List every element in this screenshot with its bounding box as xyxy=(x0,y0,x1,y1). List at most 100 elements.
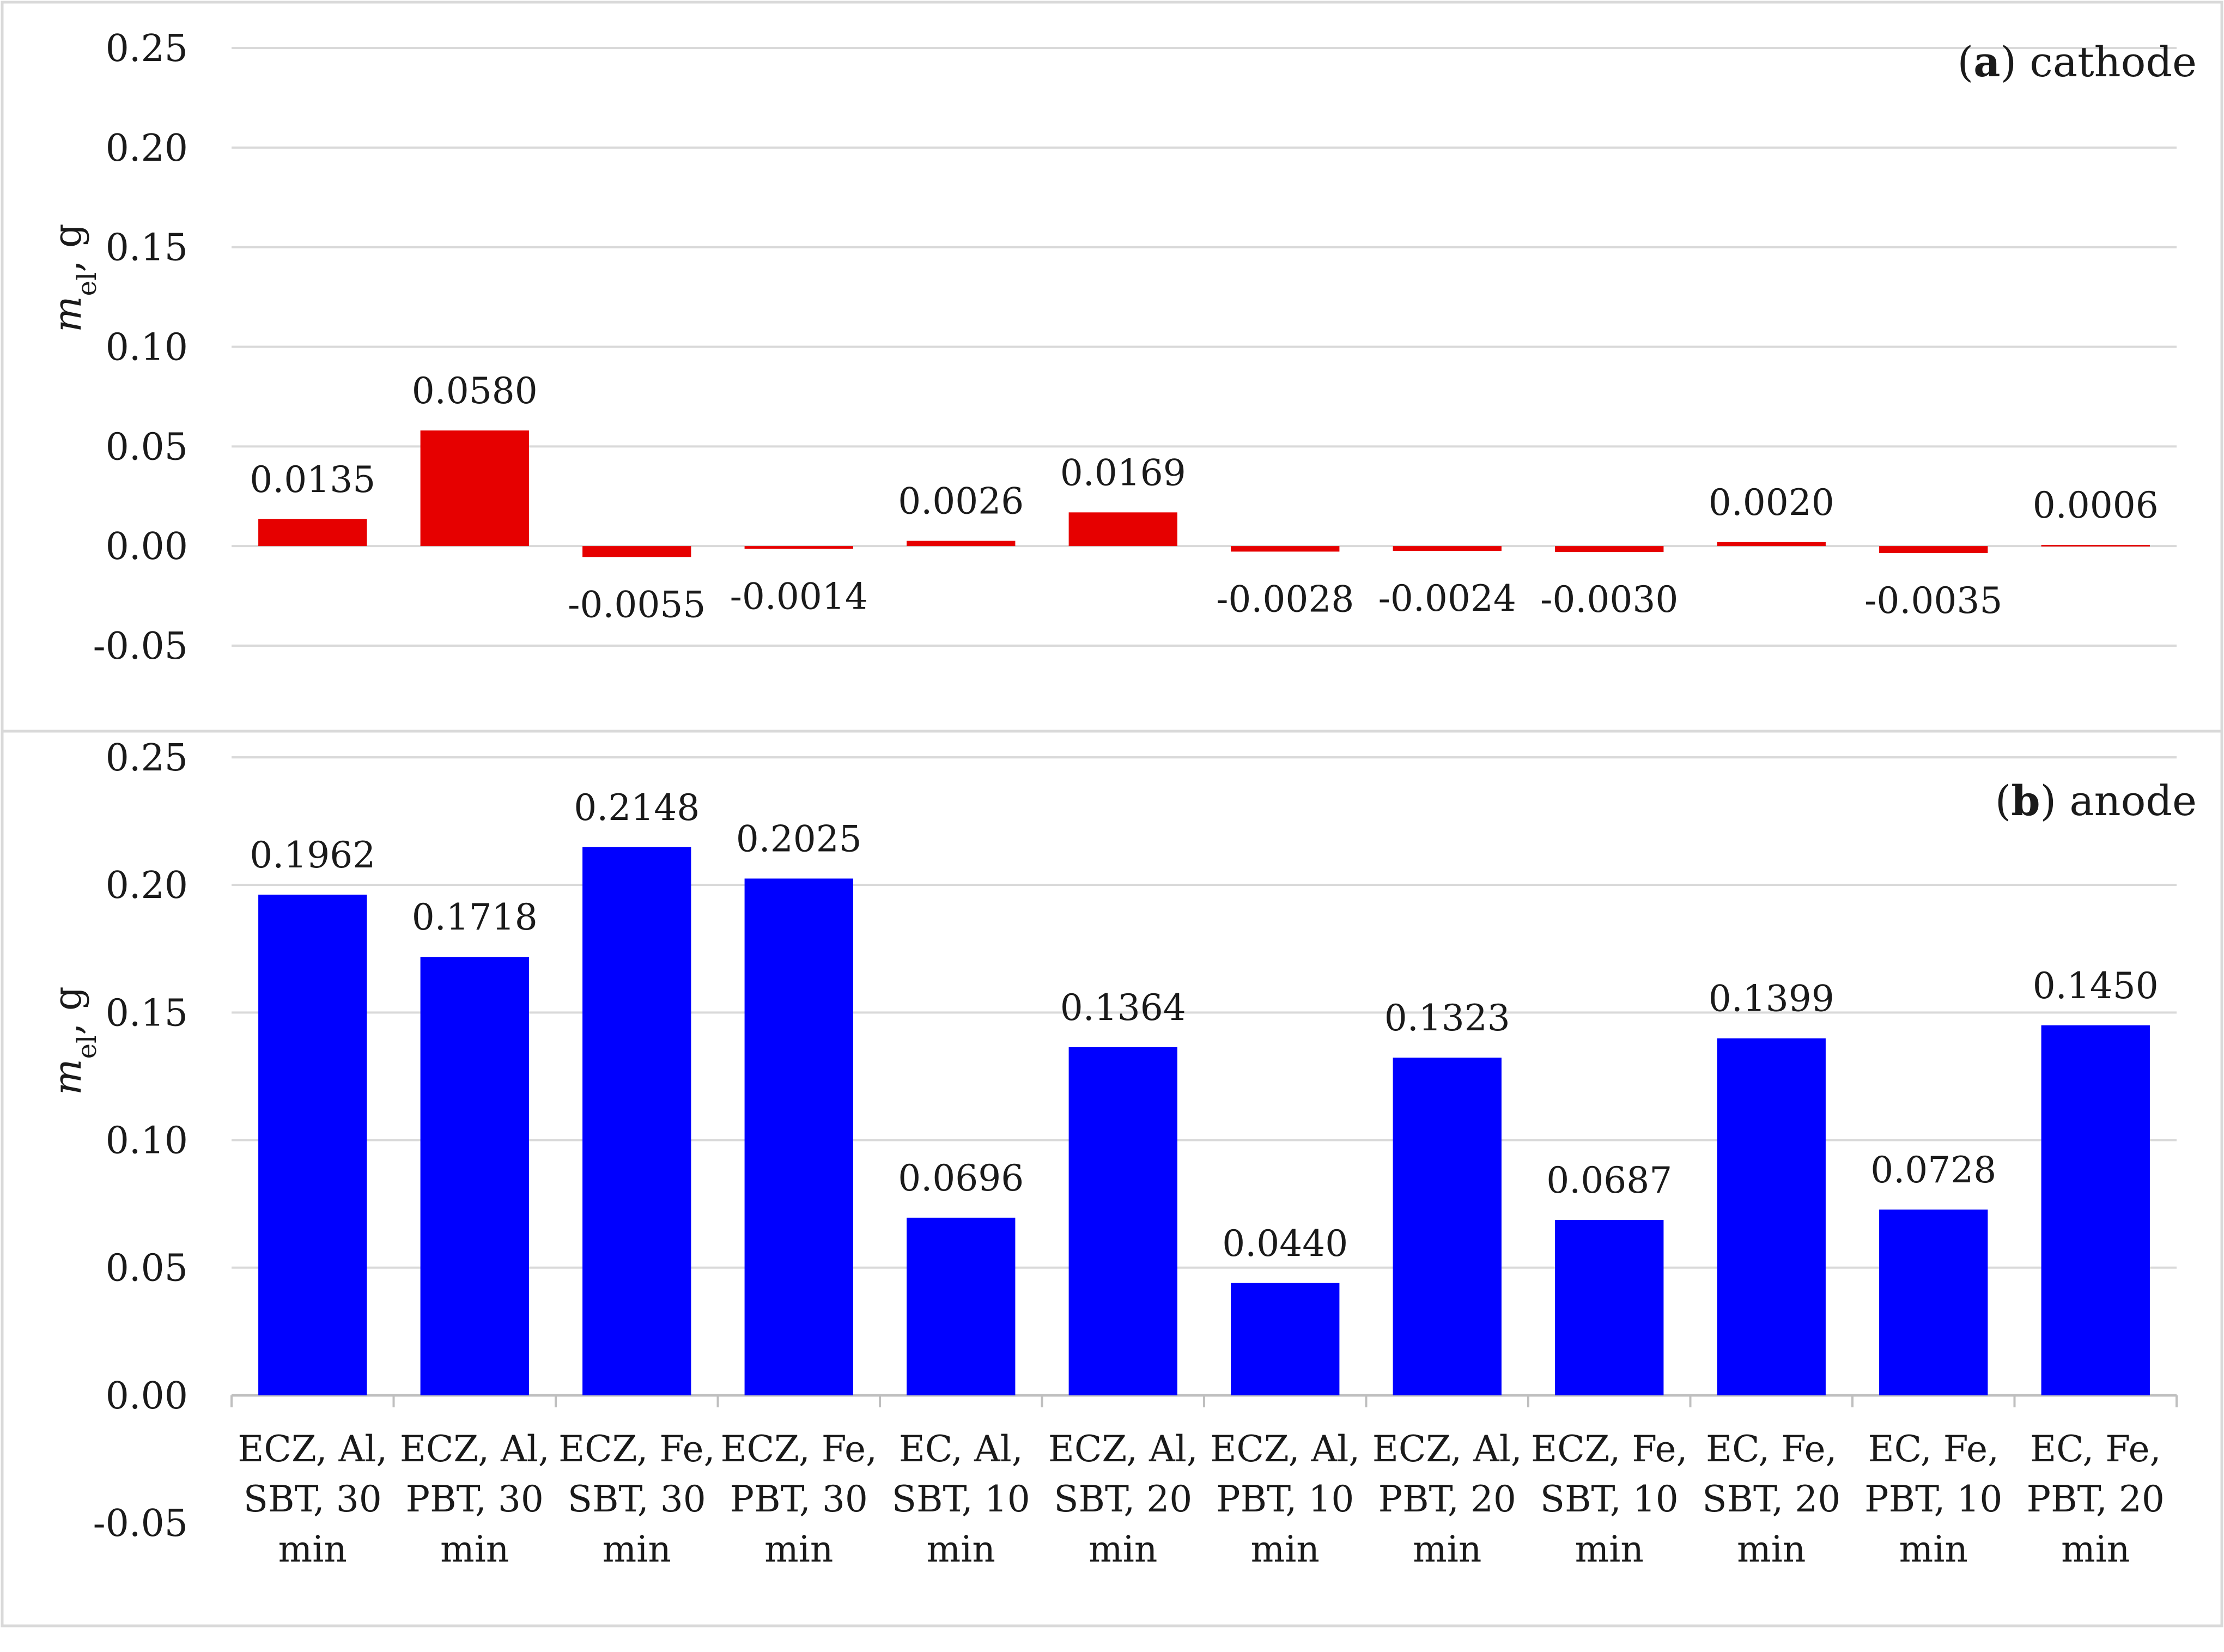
x-category-label: min xyxy=(440,1528,509,1570)
x-category-label: PBT, 20 xyxy=(2027,1478,2165,1520)
anode-value-label: 0.1323 xyxy=(1384,997,1510,1039)
cathode-y-axis-sub: el xyxy=(72,272,102,296)
cathode-panel-title: (a) cathode xyxy=(1958,38,2197,86)
anode-value-labels: 0.1962 0.1718 0.2148 0.2025 0.0696 0.1364 0.04… xyxy=(250,787,2158,1265)
x-category-label: PBT, 30 xyxy=(406,1478,544,1520)
y-tick-label: 0.15 xyxy=(106,227,188,270)
x-category-label: min xyxy=(278,1528,347,1570)
cathode-bar xyxy=(2041,544,2150,546)
anode-bars xyxy=(258,847,2150,1395)
anode-bar xyxy=(2041,1025,2150,1395)
anode-bar xyxy=(1879,1209,1988,1395)
cathode-value-labels: 0.0135 0.0580 -0.0055 -0.0014 0.0026 0.0169 -0… xyxy=(250,370,2158,625)
cathode-value-label: 0.0020 xyxy=(1709,482,1834,524)
x-category-label: PBT, 10 xyxy=(1216,1478,1354,1520)
anode-panel-name: anode xyxy=(2056,776,2197,825)
cathode-bar xyxy=(1879,546,1988,553)
anode-bar xyxy=(1555,1220,1664,1395)
x-category-label: SBT, 10 xyxy=(892,1478,1030,1520)
anode-y-axis-var: m xyxy=(45,1059,90,1095)
cathode-y-tick-labels: 0.25 0.20 0.15 0.10 0.05 0.00 -0.05 xyxy=(93,27,188,668)
x-category-label: ECZ, Fe, xyxy=(1531,1428,1688,1470)
x-category-label: min xyxy=(1251,1528,1320,1570)
cathode-bar xyxy=(1555,546,1664,552)
x-category-label: PBT, 20 xyxy=(1378,1478,1516,1520)
anode-y-axis-label: mel, g xyxy=(45,986,102,1095)
anode-value-label: 0.1718 xyxy=(412,896,538,938)
anode-bar xyxy=(1231,1283,1340,1395)
x-category-label: SBT, 30 xyxy=(244,1478,382,1520)
anode-value-label: 0.2025 xyxy=(736,818,862,860)
x-category-label: ECZ, Fe, xyxy=(720,1428,877,1470)
anode-value-label: 0.0687 xyxy=(1546,1159,1672,1201)
anode-bar xyxy=(907,1217,1016,1395)
anode-x-axis xyxy=(230,1395,2178,1407)
anode-value-label: 0.1962 xyxy=(250,834,375,876)
cathode-bar xyxy=(744,546,853,549)
anode-panel-letter: b xyxy=(2011,776,2040,825)
anode-y-axis-unit: , g xyxy=(45,986,90,1035)
y-tick-label: 0.25 xyxy=(106,737,188,780)
x-category-label: EC, Fe, xyxy=(2030,1428,2161,1470)
x-category-label: ECZ, Al, xyxy=(1048,1428,1198,1470)
anode-bar xyxy=(1717,1038,1826,1395)
cathode-value-label: -0.0014 xyxy=(730,575,868,617)
y-tick-label: 0.00 xyxy=(106,1375,188,1418)
cathode-value-label: 0.0169 xyxy=(1060,452,1186,494)
y-tick-label: 0.05 xyxy=(106,426,188,469)
anode-bar xyxy=(744,878,853,1395)
cathode-bar xyxy=(1231,546,1340,552)
anode-y-axis-sub: el xyxy=(72,1035,102,1059)
cathode-bar xyxy=(420,430,529,546)
cathode-panel-name: cathode xyxy=(2016,38,2197,86)
cathode-panel-letter: a xyxy=(1973,38,2000,86)
x-category-label: ECZ, Al, xyxy=(400,1428,550,1470)
x-category-label: min xyxy=(1737,1528,1806,1570)
cathode-value-label: -0.0035 xyxy=(1864,580,2002,622)
anode-bar xyxy=(420,957,529,1395)
cathode-value-label: 0.0580 xyxy=(412,370,538,412)
cathode-bar xyxy=(907,540,1016,546)
cathode-value-label: -0.0055 xyxy=(568,584,706,625)
cathode-bar xyxy=(1393,546,1502,551)
x-category-label: SBT, 10 xyxy=(1540,1478,1679,1520)
x-category-label: min xyxy=(1575,1528,1644,1570)
y-tick-label: 0.10 xyxy=(106,1120,188,1163)
x-category-label: SBT, 30 xyxy=(568,1478,706,1520)
y-tick-label: 0.20 xyxy=(106,127,188,170)
anode-bar xyxy=(258,894,367,1395)
y-tick-label: -0.05 xyxy=(93,625,188,668)
cathode-y-axis-unit: , g xyxy=(45,223,90,272)
anode-value-label: 0.1450 xyxy=(2033,965,2159,1007)
y-tick-label: -0.05 xyxy=(93,1502,188,1545)
anode-bar xyxy=(1393,1058,1502,1395)
x-category-label: min xyxy=(2061,1528,2130,1570)
cathode-bar xyxy=(258,519,367,546)
anode-value-label: 0.0440 xyxy=(1222,1223,1348,1265)
anode-panel-title: (b) anode xyxy=(1995,776,2197,825)
y-tick-label: 0.15 xyxy=(106,992,188,1035)
cathode-value-label: 0.0026 xyxy=(898,481,1024,523)
cathode-y-axis-label: mel, g xyxy=(45,223,102,332)
cathode-panel: 0.25 0.20 0.15 0.10 0.05 0.00 -0.05 0.0135 0.05… xyxy=(45,27,2197,668)
cathode-bar xyxy=(582,546,691,557)
x-category-label: PBT, 10 xyxy=(1864,1478,2002,1520)
cathode-value-label: -0.0030 xyxy=(1540,579,1678,621)
y-tick-label: 0.05 xyxy=(106,1247,188,1290)
cathode-value-label: 0.0135 xyxy=(250,459,375,501)
y-tick-label: 0.00 xyxy=(106,525,188,568)
cathode-value-label: -0.0028 xyxy=(1216,578,1354,620)
anode-value-label: 0.0728 xyxy=(1870,1149,1996,1191)
x-category-label: EC, Al, xyxy=(899,1428,1023,1470)
anode-value-label: 0.2148 xyxy=(574,787,700,829)
x-category-label: min xyxy=(764,1528,833,1570)
x-category-label: SBT, 20 xyxy=(1702,1478,1840,1520)
x-category-label: min xyxy=(927,1528,995,1570)
cathode-y-axis-var: m xyxy=(45,296,90,332)
anode-y-tick-labels: 0.25 0.20 0.15 0.10 0.05 0.00 -0.05 xyxy=(93,737,188,1545)
x-category-label: ECZ, Al, xyxy=(238,1428,387,1470)
cathode-bar xyxy=(1068,512,1177,546)
x-category-label: ECZ, Al, xyxy=(1210,1428,1360,1470)
